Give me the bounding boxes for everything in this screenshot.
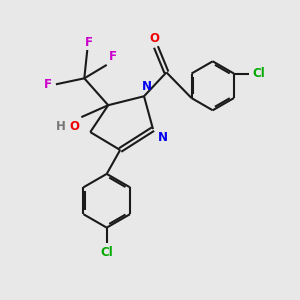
Text: N: N bbox=[158, 131, 168, 145]
Text: N: N bbox=[141, 80, 152, 93]
Text: Cl: Cl bbox=[100, 246, 113, 259]
Text: Cl: Cl bbox=[253, 67, 266, 80]
Text: F: F bbox=[44, 78, 52, 91]
Text: H: H bbox=[56, 119, 66, 133]
Text: F: F bbox=[85, 36, 93, 50]
Text: F: F bbox=[109, 50, 117, 63]
Text: O: O bbox=[70, 119, 80, 133]
Text: O: O bbox=[149, 32, 160, 45]
